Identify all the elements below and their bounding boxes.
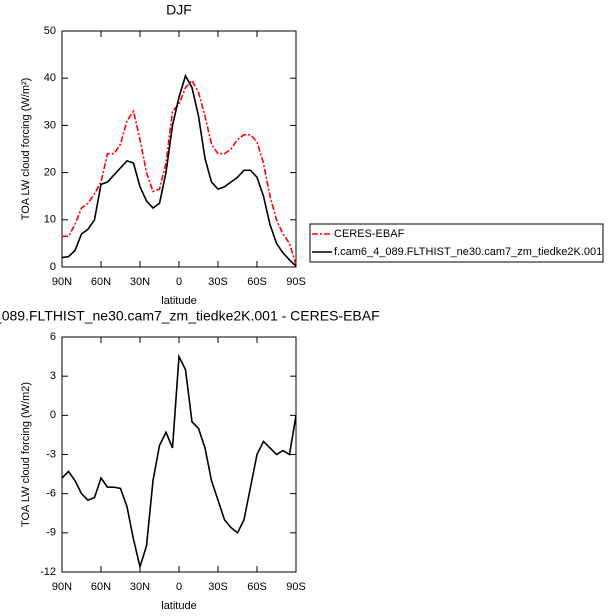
y-tick-label: 6 <box>50 331 56 343</box>
x-tick-label: 0 <box>176 581 182 593</box>
x-tick-label: 30S <box>208 581 228 593</box>
x-tick-label: 90N <box>52 276 72 288</box>
series-line <box>61 353 297 570</box>
y-tick-label: 20 <box>44 167 56 179</box>
x-tick-label: 60S <box>247 276 267 288</box>
y-axis-label: TOA LW cloud forcing (W/m2) <box>20 382 32 527</box>
y-tick-label: 50 <box>44 25 56 37</box>
y-tick-label: 40 <box>44 72 56 84</box>
y-tick-label: -9 <box>46 527 56 539</box>
y-tick-label: 3 <box>50 370 56 382</box>
x-tick-label: 60S <box>247 581 267 593</box>
y-tick-label: 0 <box>50 409 56 421</box>
x-tick-label: 60N <box>91 276 111 288</box>
chart-title: _4_089.FLTHIST_ne30.cam7_zm_tiedke2K.001… <box>0 308 380 324</box>
x-tick-label: 90S <box>286 276 306 288</box>
x-tick-label: 30N <box>130 276 150 288</box>
plot-frame <box>61 336 297 573</box>
y-tick-label: 30 <box>44 119 56 131</box>
y-tick-label: -3 <box>46 448 56 460</box>
x-tick-label: 60N <box>91 581 111 593</box>
y-tick-label: 10 <box>44 214 56 226</box>
series-line <box>62 79 297 265</box>
series-line <box>61 73 297 267</box>
x-tick-label: 90N <box>52 581 72 593</box>
y-tick-label: -6 <box>46 488 56 500</box>
plot-frame <box>61 30 297 268</box>
x-tick-label: 90S <box>286 581 306 593</box>
legend-label: f.cam6_4_089.FLTHIST_ne30.cam7_zm_tiedke… <box>334 246 602 258</box>
y-tick-label: -12 <box>40 566 56 578</box>
y-tick-label: 0 <box>50 261 56 273</box>
chart-title: DJF <box>166 2 192 18</box>
x-tick-label: 0 <box>176 276 182 288</box>
x-axis-label: latitude <box>161 600 196 612</box>
legend-box <box>309 223 604 263</box>
x-axis-label: latitude <box>161 295 196 307</box>
x-tick-label: 30N <box>130 581 150 593</box>
legend-label: CERES-EBAF <box>334 228 405 240</box>
x-tick-label: 30S <box>208 276 228 288</box>
y-axis-label: TOA LW cloud forcing (W/m²) <box>20 78 32 221</box>
